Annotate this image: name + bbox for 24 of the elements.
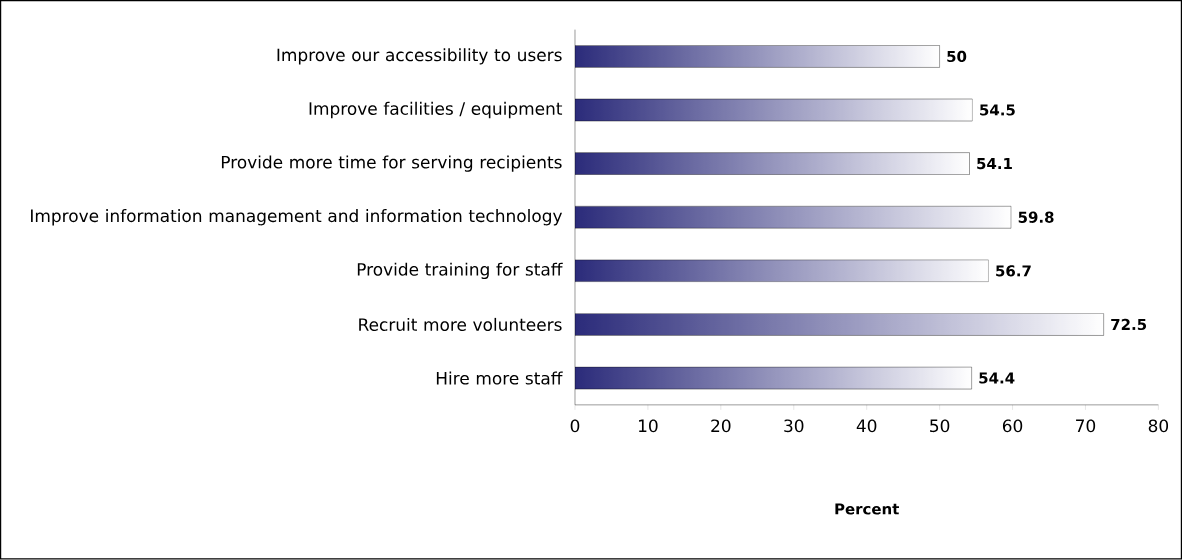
x-tick-label: 0	[570, 419, 580, 433]
data-label: 56.7	[996, 265, 1031, 277]
data-label: 54.1	[977, 158, 1012, 170]
y-tick-label: Improve facilities / equipment	[309, 102, 563, 119]
y-tick-label: Provide more time for serving recipients	[221, 155, 562, 173]
y-tick-label: Improve information management and information technology	[31, 209, 563, 226]
y-tick-label: Hire more staff	[436, 371, 563, 385]
data-label: 59.8	[1018, 211, 1054, 224]
x-tick-label: 80	[1148, 419, 1169, 433]
x-tick-label: 70	[1076, 419, 1096, 433]
x-tick-label: 30	[784, 419, 804, 433]
data-label: 54.4	[979, 372, 1015, 384]
x-tick-label: 40	[856, 419, 877, 433]
y-tick-label: Recruit more volunteers	[359, 318, 562, 332]
data-label: 50	[947, 50, 967, 63]
x-tick-label: 20	[711, 419, 731, 433]
y-tick-label: Improve our accessibility to users	[277, 48, 562, 65]
x-tick-label: 50	[930, 419, 950, 433]
y-tick-label: Provide training for staff	[357, 262, 563, 280]
data-label: 72.5	[1111, 319, 1147, 331]
data-label: 54.5	[980, 104, 1015, 116]
x-tick-label: 10	[639, 419, 658, 433]
x-axis-title: Percent	[835, 503, 899, 515]
x-tick-label: 60	[1002, 419, 1023, 433]
